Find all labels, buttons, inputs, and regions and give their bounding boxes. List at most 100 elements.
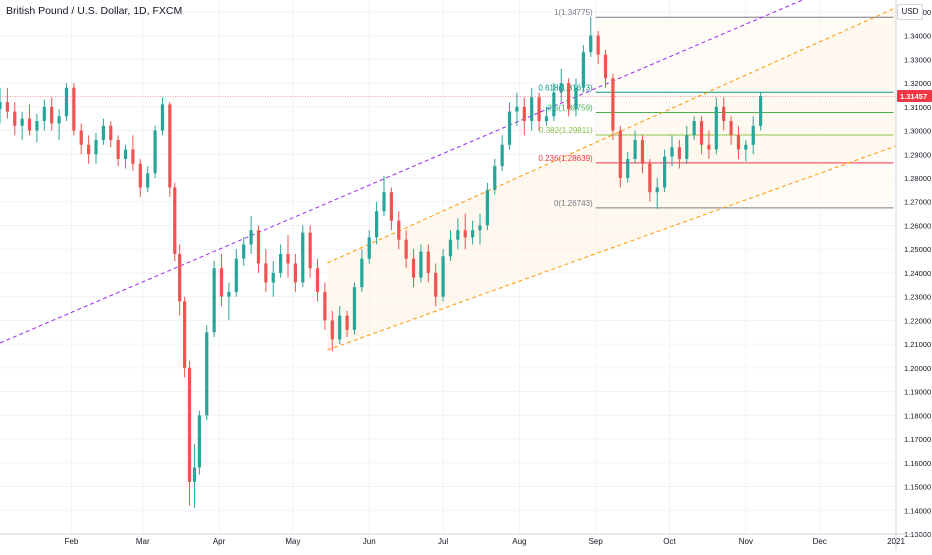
candle-body — [478, 225, 482, 231]
y-tick-label: 1.18000 — [904, 411, 931, 420]
candle-body — [463, 230, 467, 238]
candle-body — [471, 230, 475, 238]
candle-body — [493, 166, 497, 190]
trend-line — [327, 145, 897, 351]
candle-body — [192, 467, 197, 482]
candle-body — [367, 237, 371, 259]
candle-body — [685, 135, 689, 160]
trend-line — [0, 0, 803, 344]
y-tick-label: 1.20000 — [904, 364, 931, 373]
x-tick-label: Aug — [512, 537, 526, 546]
y-tick-label: 1.25000 — [904, 245, 931, 254]
candle-body — [729, 121, 733, 136]
y-tick-label: 1.27000 — [904, 198, 931, 207]
candle-body — [116, 140, 120, 160]
fib-level-label: 0.236(1.28639) — [538, 154, 593, 163]
candle-body — [759, 96, 763, 126]
candle-body — [567, 83, 571, 110]
candle-body — [279, 253, 283, 273]
candle-body — [714, 106, 718, 150]
candle-body — [382, 192, 386, 212]
candle-body — [404, 239, 408, 259]
candle-body — [375, 211, 379, 238]
candle-body — [234, 258, 238, 292]
candle-body — [293, 263, 297, 283]
candle-body — [530, 97, 534, 122]
candle-body — [589, 35, 593, 53]
y-tick-label: 1.19000 — [904, 388, 931, 397]
candle-body — [160, 104, 165, 131]
candle-body — [581, 52, 585, 88]
trend-lines — [0, 0, 897, 351]
fib-level-label: 1(1.34775) — [554, 8, 593, 17]
x-tick-label: May — [285, 537, 300, 546]
candle-body — [79, 130, 83, 145]
currency-button[interactable]: USD — [897, 4, 923, 20]
candle-body — [315, 268, 320, 292]
x-tick-label: Mar — [136, 537, 150, 546]
candle-body — [50, 106, 54, 124]
candle-body — [173, 187, 177, 254]
x-tick-label: Feb — [64, 537, 78, 546]
y-tick-label: 1.29000 — [904, 150, 931, 159]
candle-body — [611, 78, 615, 131]
candle-body — [178, 253, 182, 302]
candle-body — [663, 156, 667, 188]
candle-body — [264, 263, 268, 283]
y-tick-label: 1.31000 — [904, 103, 931, 112]
candle-body — [242, 244, 246, 259]
candle-body — [522, 106, 526, 122]
candle-body — [677, 147, 681, 160]
candle-body — [544, 116, 549, 122]
x-tick-label: Jun — [363, 537, 376, 546]
candle-body — [205, 332, 209, 416]
candle-body — [286, 253, 290, 264]
candle-body — [35, 121, 39, 131]
candle-body — [626, 159, 630, 178]
candle-body — [692, 121, 696, 136]
candle-body — [138, 163, 142, 188]
y-tick-label: 1.15000 — [904, 483, 931, 492]
y-tick-label: 1.34000 — [904, 32, 931, 41]
candle-body — [0, 102, 2, 110]
candle-body — [596, 35, 600, 55]
candle-body — [515, 106, 519, 112]
y-tick-label: 1.33000 — [904, 55, 931, 64]
candle-body — [153, 130, 157, 174]
candle-body — [101, 125, 105, 141]
x-tick-label: Jul — [438, 537, 448, 546]
candle-body — [500, 144, 504, 167]
candle-body — [389, 192, 393, 221]
candle-body — [168, 104, 172, 188]
y-tick-label: 1.22000 — [904, 316, 931, 325]
candle-body — [271, 272, 275, 283]
candle-body — [448, 239, 453, 257]
candle-body — [699, 121, 704, 145]
candle-body — [256, 230, 261, 264]
candle-body — [94, 140, 98, 155]
candle-body — [744, 144, 748, 150]
candle-body — [227, 291, 231, 297]
candle-body — [603, 54, 608, 79]
symbol-title: British Pound / U.S. Dollar, 1D, FXCM — [6, 5, 183, 17]
x-tick-label: Nov — [739, 537, 753, 546]
candle-body — [537, 97, 541, 122]
current-price-badge — [897, 89, 932, 102]
candle-body — [670, 147, 674, 157]
candle-body — [574, 87, 578, 110]
candle-body — [419, 251, 423, 278]
candle-body — [456, 230, 460, 240]
candle-body — [618, 130, 622, 178]
candle-body — [352, 287, 357, 330]
candle-body — [146, 173, 150, 188]
y-tick-label: 1.17000 — [904, 435, 931, 444]
y-tick-label: 1.16000 — [904, 459, 931, 468]
candle-body — [426, 251, 430, 273]
x-tick-label: Dec — [813, 537, 827, 546]
candle-body — [301, 232, 305, 283]
candle-body — [13, 111, 17, 126]
candle-body — [397, 220, 401, 240]
